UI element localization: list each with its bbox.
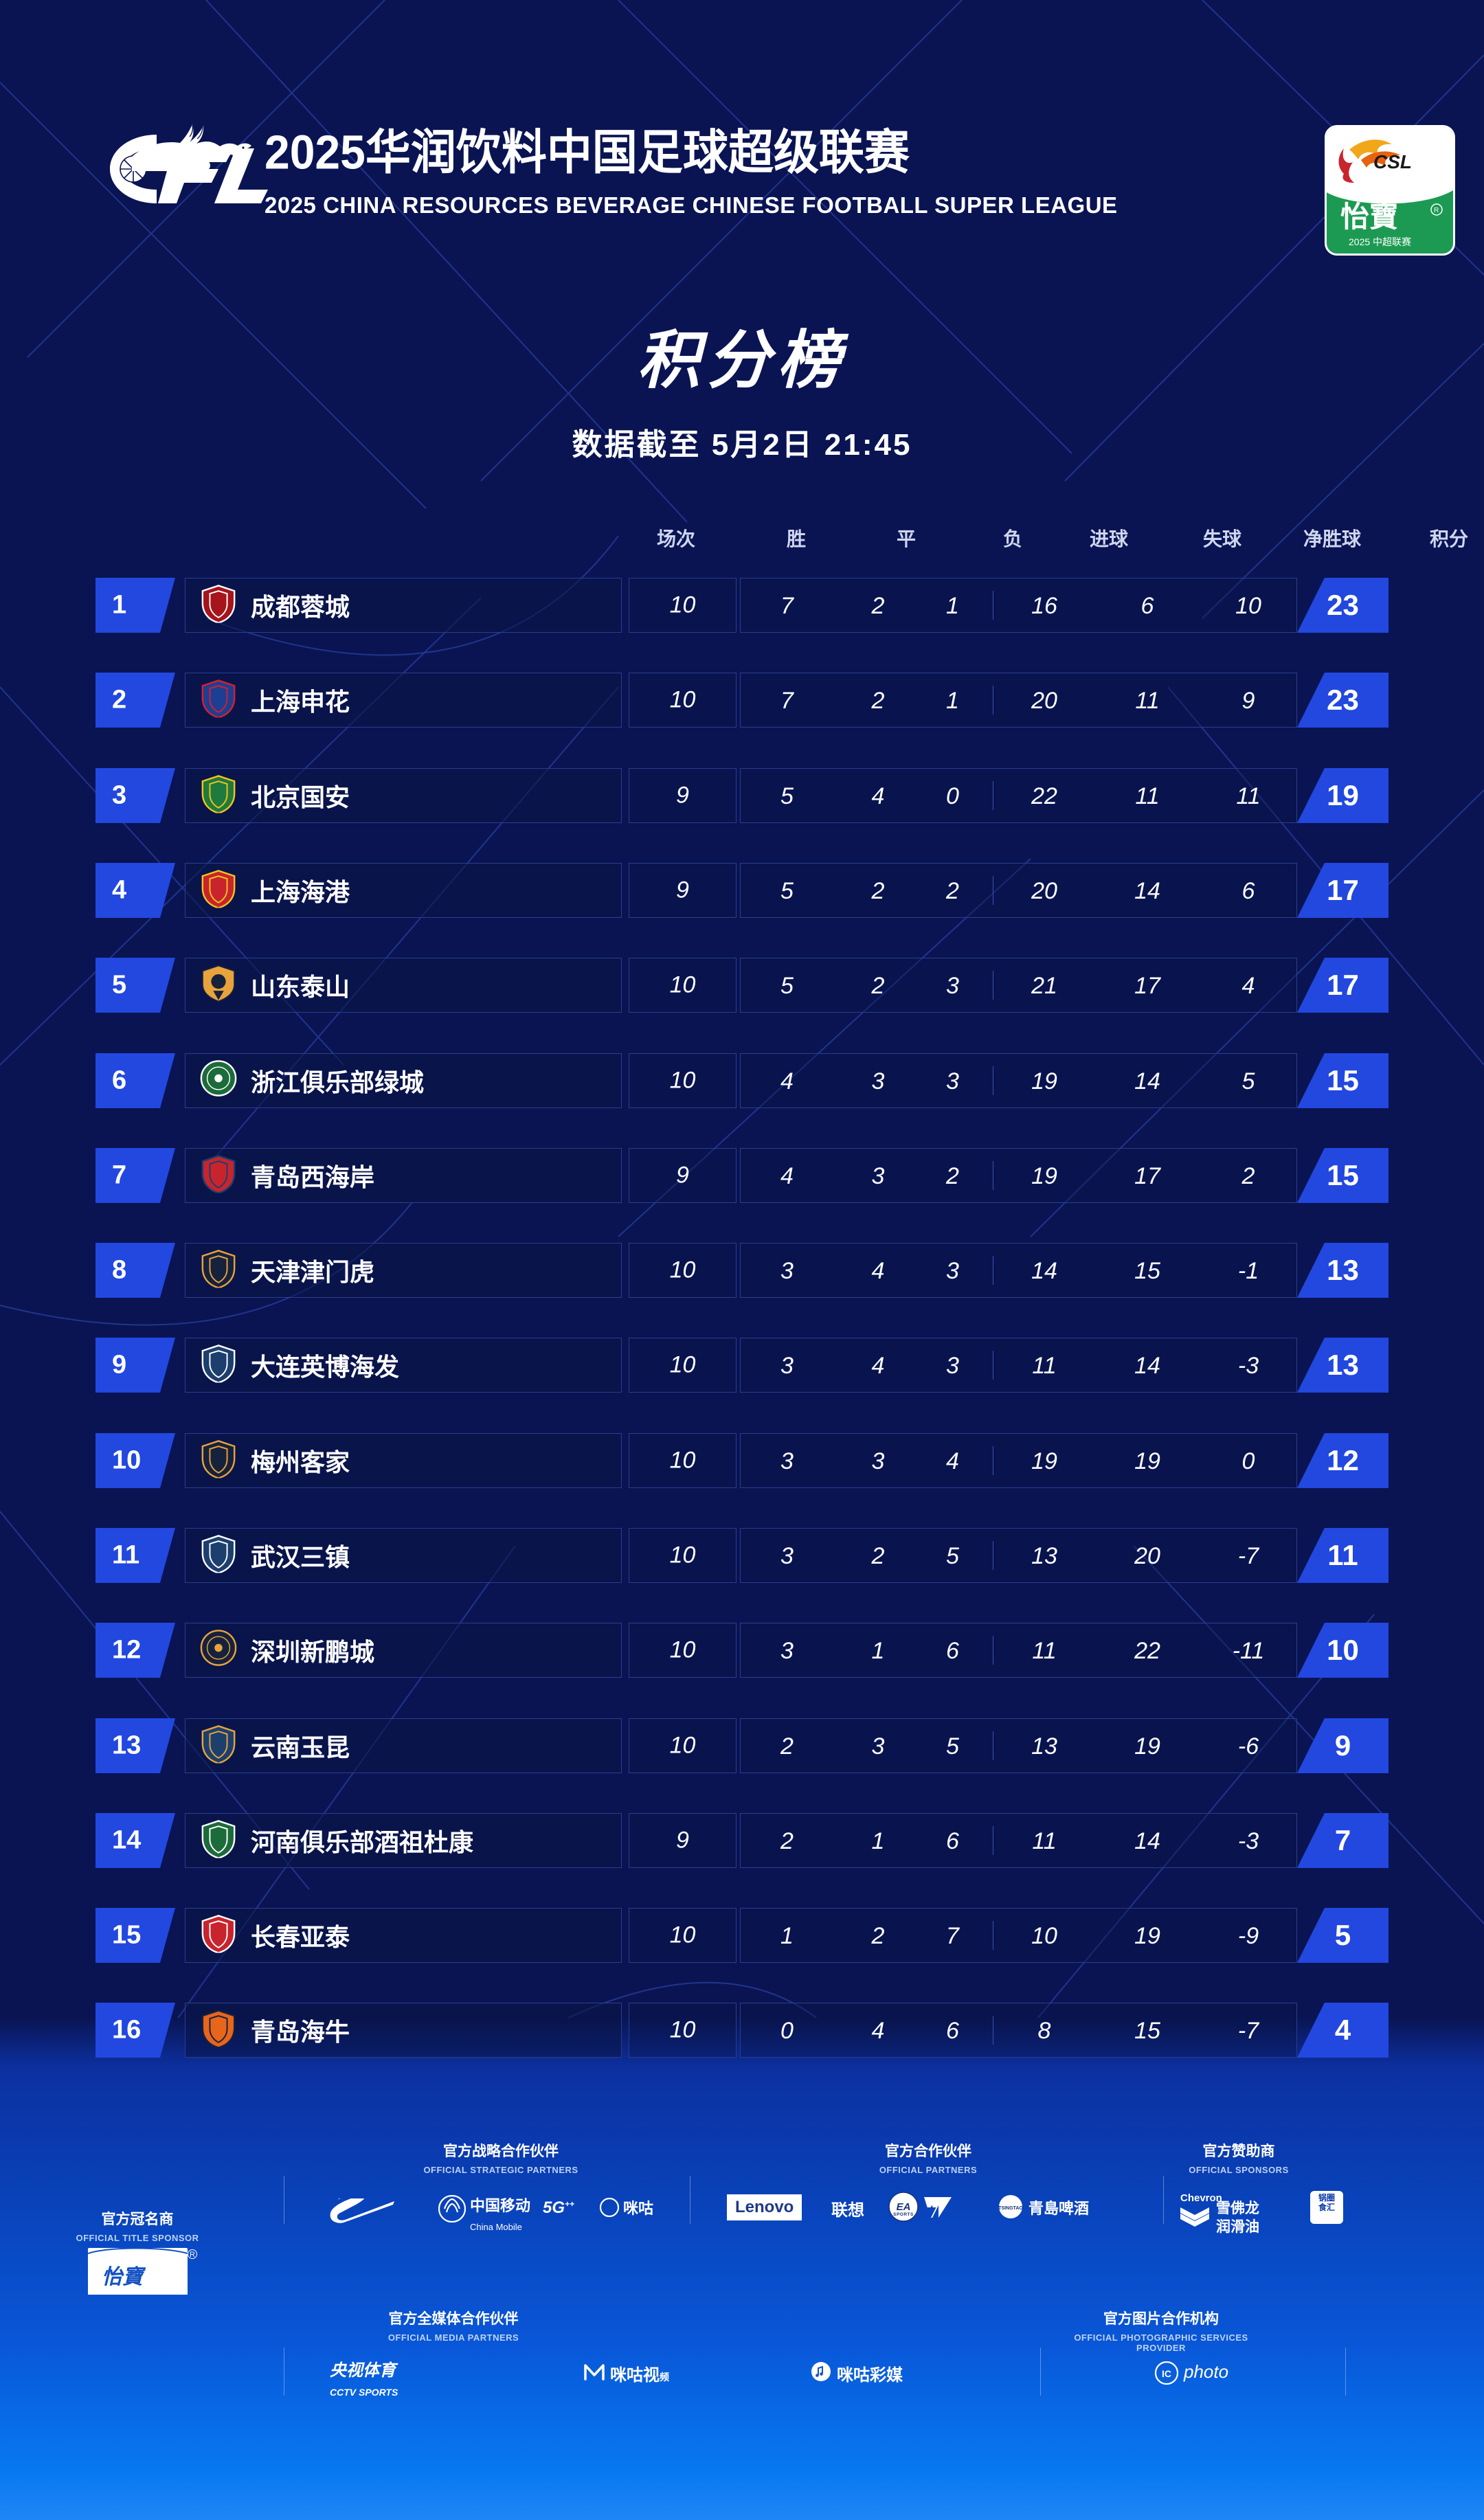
svg-text:SPORTS: SPORTS [893, 2212, 914, 2217]
svg-text:怡寶: 怡寶 [1340, 201, 1398, 233]
svg-text:IC: IC [1162, 2368, 1171, 2379]
svg-text:R: R [1434, 207, 1439, 214]
svg-text:2025 中超联赛: 2025 中超联赛 [1349, 236, 1411, 247]
svg-text:EA: EA [897, 2201, 911, 2213]
svg-text:TSINGTAO: TSINGTAO [998, 2206, 1023, 2211]
svg-text:CSL: CSL [1373, 151, 1412, 172]
svg-text:怡寶: 怡寶 [102, 2265, 146, 2288]
